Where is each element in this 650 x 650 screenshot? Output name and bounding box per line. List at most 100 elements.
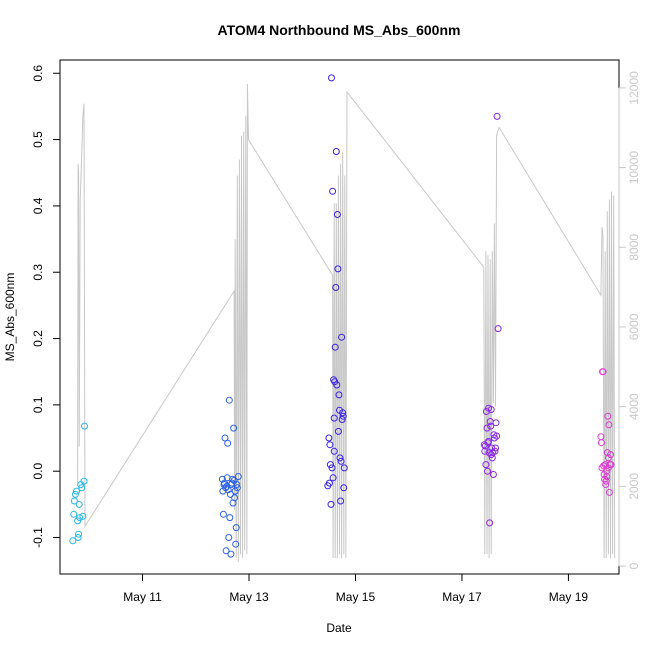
data-point xyxy=(225,396,233,404)
data-point xyxy=(485,437,493,445)
data-point xyxy=(333,381,341,389)
y-tick-label: 0.3 xyxy=(31,264,45,281)
data-point xyxy=(221,479,228,487)
data-point xyxy=(602,481,610,488)
data-point xyxy=(603,467,611,475)
data-point xyxy=(70,497,78,505)
data-point xyxy=(334,265,342,273)
y-tick-label: 0.1 xyxy=(31,396,45,413)
y2-tick-label: 8000 xyxy=(627,234,641,261)
data-point xyxy=(325,434,333,442)
data-point xyxy=(336,454,344,462)
data-point xyxy=(333,211,341,218)
data-point xyxy=(480,441,488,449)
y2-tick-label: 6000 xyxy=(627,313,641,340)
data-point xyxy=(484,467,491,475)
data-point xyxy=(605,488,613,496)
data-point xyxy=(233,481,241,488)
data-point xyxy=(69,537,77,545)
data-point xyxy=(329,187,337,195)
data-point xyxy=(332,284,340,291)
y2-tick-label: 12000 xyxy=(627,71,641,105)
data-point xyxy=(338,333,346,341)
data-point xyxy=(74,534,82,541)
data-point xyxy=(334,427,342,435)
axes-layer: May 11 May 13 May 15 May 17 May 19 -0.1 0.0 0.1… xyxy=(31,65,641,604)
data-point xyxy=(231,494,239,502)
data-point xyxy=(230,424,238,432)
data-point xyxy=(486,519,494,527)
data-point xyxy=(340,464,348,472)
y-tick-label: 0.5 xyxy=(31,131,45,148)
data-point xyxy=(340,484,348,492)
y-axis-label: MS_Abs_600nm xyxy=(3,273,17,362)
data-point xyxy=(599,368,607,376)
data-point xyxy=(494,325,502,333)
data-point xyxy=(488,454,496,462)
y-tick-label: 0.4 xyxy=(31,197,45,214)
x-tick-label: May 15 xyxy=(336,590,376,604)
chart-title: ATOM4 Northbound MS_Abs_600nm xyxy=(218,22,461,38)
data-point xyxy=(604,464,612,472)
data-point xyxy=(330,414,338,422)
data-point xyxy=(483,424,491,432)
y-tick-label: 0.6 xyxy=(31,65,45,82)
data-point xyxy=(482,461,490,469)
data-point xyxy=(603,473,611,480)
data-point xyxy=(232,524,240,532)
data-point xyxy=(339,412,347,420)
data-point xyxy=(226,490,234,498)
data-point xyxy=(337,457,345,465)
data-point xyxy=(227,550,235,558)
data-point xyxy=(330,447,338,455)
data-point xyxy=(490,434,498,442)
data-point xyxy=(492,419,500,427)
points-layer xyxy=(69,74,615,558)
data-point xyxy=(71,490,79,498)
data-point xyxy=(225,534,233,541)
data-point xyxy=(78,484,86,492)
data-point xyxy=(73,487,80,495)
data-point xyxy=(339,409,347,417)
data-point xyxy=(75,500,83,508)
data-point xyxy=(325,479,333,487)
data-point xyxy=(607,451,614,459)
data-point xyxy=(481,447,489,455)
y-tick-label: 0.2 xyxy=(31,330,45,347)
data-point xyxy=(70,510,78,518)
y2-tick-label: 4000 xyxy=(627,393,641,420)
data-point xyxy=(226,514,234,522)
data-point xyxy=(328,74,335,82)
data-point xyxy=(492,444,499,452)
x-tick-label: May 11 xyxy=(123,590,162,604)
data-point xyxy=(597,439,605,447)
data-point xyxy=(234,473,242,480)
data-point xyxy=(229,475,236,483)
data-point xyxy=(221,434,229,442)
data-point xyxy=(487,451,495,459)
data-point xyxy=(80,477,88,485)
data-point xyxy=(604,412,612,420)
data-point xyxy=(224,439,232,447)
data-point xyxy=(79,512,87,520)
x-tick-label: May 19 xyxy=(549,590,589,604)
x-axis-label: Date xyxy=(326,621,352,635)
data-point xyxy=(335,391,343,399)
data-point xyxy=(329,474,337,482)
data-point xyxy=(219,510,227,518)
data-point xyxy=(76,514,84,522)
data-point xyxy=(487,422,495,430)
data-point xyxy=(597,433,605,441)
y2-tick-label: 2000 xyxy=(627,473,641,500)
data-point xyxy=(232,540,240,548)
data-point xyxy=(489,471,497,478)
data-point xyxy=(487,406,495,413)
data-point xyxy=(332,148,340,155)
data-point xyxy=(338,416,346,423)
y2-tick-label: 10000 xyxy=(627,151,641,185)
data-point xyxy=(222,547,230,555)
background-line-layer xyxy=(77,83,616,563)
y2-tick-label: 0 xyxy=(627,562,641,569)
